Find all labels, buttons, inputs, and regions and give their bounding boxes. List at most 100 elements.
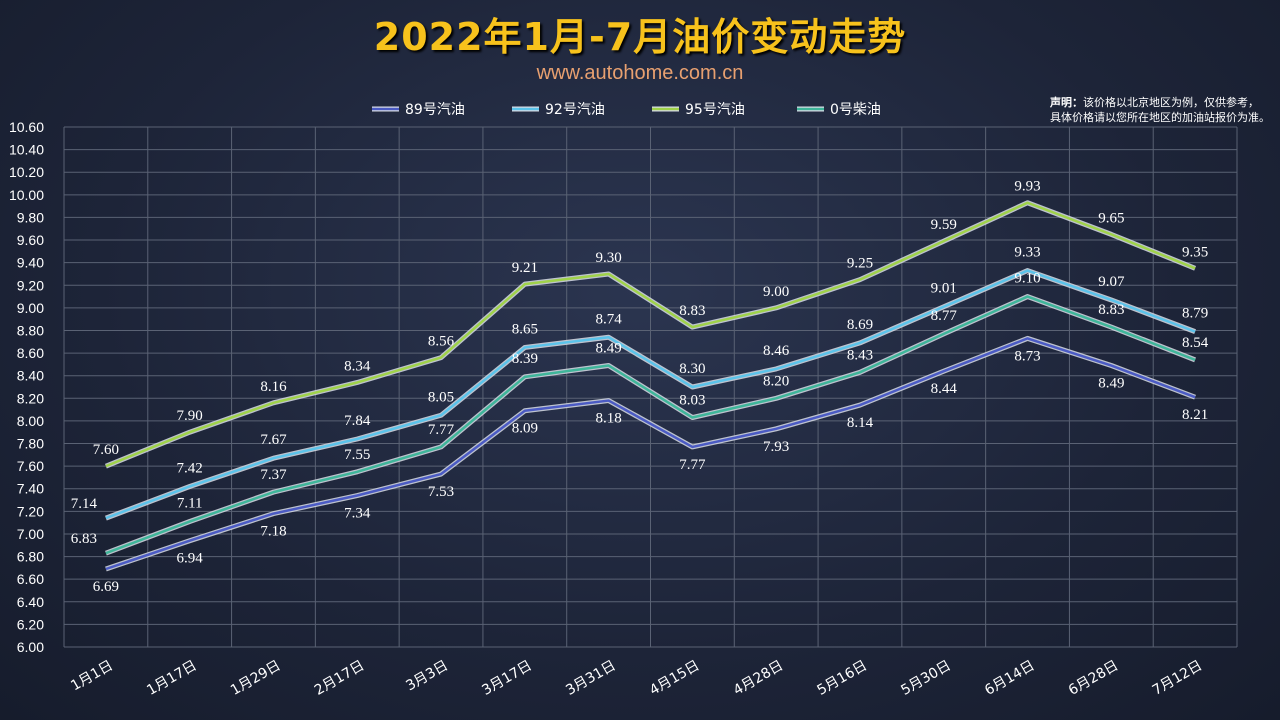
data-label: 8.79 bbox=[1182, 306, 1208, 322]
data-label: 7.53 bbox=[428, 484, 454, 500]
data-label: 8.65 bbox=[512, 321, 538, 337]
data-label: 7.14 bbox=[71, 496, 98, 512]
gridlines bbox=[63, 126, 1238, 648]
y-tick-label: 6.80 bbox=[17, 549, 44, 565]
data-label: 7.11 bbox=[177, 496, 203, 512]
data-label: 8.77 bbox=[931, 308, 958, 324]
data-label: 8.18 bbox=[595, 411, 621, 427]
data-label: 8.30 bbox=[679, 361, 705, 377]
x-tick-label: 4月28日 bbox=[731, 658, 786, 699]
data-label: 8.14 bbox=[847, 415, 874, 431]
y-tick-label: 9.40 bbox=[17, 255, 44, 271]
data-label: 7.18 bbox=[260, 524, 286, 540]
data-label: 7.37 bbox=[260, 467, 287, 483]
chart-title: 2022年1月-7月油价变动走势 bbox=[373, 15, 907, 59]
data-label: 8.39 bbox=[512, 351, 538, 367]
data-label: 9.00 bbox=[763, 284, 789, 300]
data-label: 8.56 bbox=[428, 334, 455, 350]
data-label: 9.25 bbox=[847, 256, 873, 272]
data-label: 9.01 bbox=[931, 281, 957, 297]
disclaimer-label: 声明： bbox=[1050, 96, 1083, 109]
y-tick-label: 9.80 bbox=[17, 209, 44, 225]
data-label: 9.59 bbox=[931, 217, 957, 233]
data-label: 6.83 bbox=[71, 531, 97, 547]
data-label: 8.05 bbox=[428, 389, 454, 405]
y-tick-label: 7.60 bbox=[17, 458, 44, 474]
x-tick-label: 3月17日 bbox=[479, 658, 534, 699]
series-line-2 bbox=[105, 201, 1196, 468]
y-tick-label: 9.20 bbox=[17, 277, 44, 293]
y-tick-label: 6.00 bbox=[17, 639, 44, 655]
y-tick-label: 8.60 bbox=[17, 345, 44, 361]
data-label: 9.21 bbox=[512, 260, 538, 276]
data-label: 8.46 bbox=[763, 343, 790, 359]
y-tick-label: 10.60 bbox=[9, 119, 44, 135]
x-tick-label: 7月12日 bbox=[1150, 658, 1205, 699]
disclaimer-line-1: 该价格以北京地区为例，仅供参考， bbox=[1083, 96, 1259, 109]
y-tick-label: 8.40 bbox=[17, 368, 44, 384]
y-tick-label: 7.40 bbox=[17, 481, 44, 497]
data-label: 8.83 bbox=[679, 303, 705, 319]
y-tick-label: 8.20 bbox=[17, 390, 44, 406]
data-label: 8.54 bbox=[1182, 335, 1209, 351]
data-label: 6.69 bbox=[93, 579, 119, 595]
data-label: 9.07 bbox=[1098, 274, 1125, 290]
series-line-1 bbox=[105, 269, 1196, 520]
legend: 89号汽油 92号汽油 95号汽油 0号柴油 bbox=[372, 102, 881, 118]
data-label: 7.55 bbox=[344, 447, 370, 463]
y-tick-label: 10.20 bbox=[9, 164, 44, 180]
y-tick-label: 9.60 bbox=[17, 232, 44, 248]
y-tick-label: 10.00 bbox=[9, 187, 44, 203]
data-label: 8.49 bbox=[1098, 376, 1124, 392]
data-label: 8.43 bbox=[847, 347, 873, 363]
legend-label: 92号汽油 bbox=[545, 102, 605, 118]
series-line-3 bbox=[105, 295, 1196, 555]
data-label: 9.35 bbox=[1182, 244, 1208, 260]
y-tick-label: 7.20 bbox=[17, 503, 44, 519]
data-label: 8.21 bbox=[1182, 407, 1208, 423]
x-tick-label: 6月28日 bbox=[1066, 658, 1121, 699]
data-label: 7.77 bbox=[679, 457, 706, 473]
legend-label: 95号汽油 bbox=[685, 102, 745, 118]
x-tick-label: 2月17日 bbox=[312, 658, 367, 699]
series-line-0 bbox=[105, 337, 1196, 571]
data-label: 8.83 bbox=[1098, 302, 1124, 318]
data-label: 7.67 bbox=[260, 432, 287, 448]
data-label: 9.33 bbox=[1014, 245, 1040, 261]
y-tick-label: 6.20 bbox=[17, 616, 44, 632]
x-tick-label: 3月31日 bbox=[563, 658, 618, 699]
legend-label: 0号柴油 bbox=[830, 102, 881, 118]
disclaimer-line-2: 具体价格请以您所在地区的加油站报价为准。 bbox=[1050, 111, 1270, 124]
data-label: 9.30 bbox=[595, 250, 621, 266]
x-tick-label: 6月14日 bbox=[982, 658, 1037, 699]
data-label: 8.69 bbox=[847, 317, 873, 333]
x-tick-label: 1月29日 bbox=[228, 658, 283, 699]
y-tick-label: 7.00 bbox=[17, 526, 44, 542]
y-tick-label: 8.00 bbox=[17, 413, 44, 429]
y-tick-label: 6.60 bbox=[17, 571, 44, 587]
y-tick-label: 6.40 bbox=[17, 594, 44, 610]
legend-label: 89号汽油 bbox=[405, 102, 465, 118]
x-tick-label: 5月16日 bbox=[815, 658, 870, 699]
data-label: 7.77 bbox=[428, 422, 455, 438]
data-label: 9.10 bbox=[1014, 271, 1040, 287]
x-tick-label: 3月3日 bbox=[403, 658, 451, 695]
data-label: 8.20 bbox=[763, 373, 789, 389]
data-label: 7.60 bbox=[93, 442, 119, 458]
data-label: 8.73 bbox=[1014, 348, 1040, 364]
data-label: 8.44 bbox=[931, 381, 958, 397]
data-label: 8.34 bbox=[344, 358, 371, 374]
data-label: 7.84 bbox=[344, 413, 371, 429]
data-label: 9.65 bbox=[1098, 210, 1124, 226]
data-label: 8.74 bbox=[595, 311, 622, 327]
x-tick-label: 1月1日 bbox=[68, 658, 116, 695]
data-label: 8.09 bbox=[512, 421, 538, 437]
x-tick-label: 4月15日 bbox=[647, 658, 702, 699]
data-label: 6.94 bbox=[177, 551, 204, 567]
disclaimer-note: 声明：该价格以北京地区为例，仅供参考， 具体价格请以您所在地区的加油站报价为准。 bbox=[1050, 95, 1270, 125]
data-label: 9.93 bbox=[1014, 179, 1040, 195]
y-tick-label: 9.00 bbox=[17, 300, 44, 316]
data-label: 7.93 bbox=[763, 439, 789, 455]
data-label: 7.90 bbox=[177, 408, 203, 424]
x-tick-label: 5月30日 bbox=[898, 658, 953, 699]
